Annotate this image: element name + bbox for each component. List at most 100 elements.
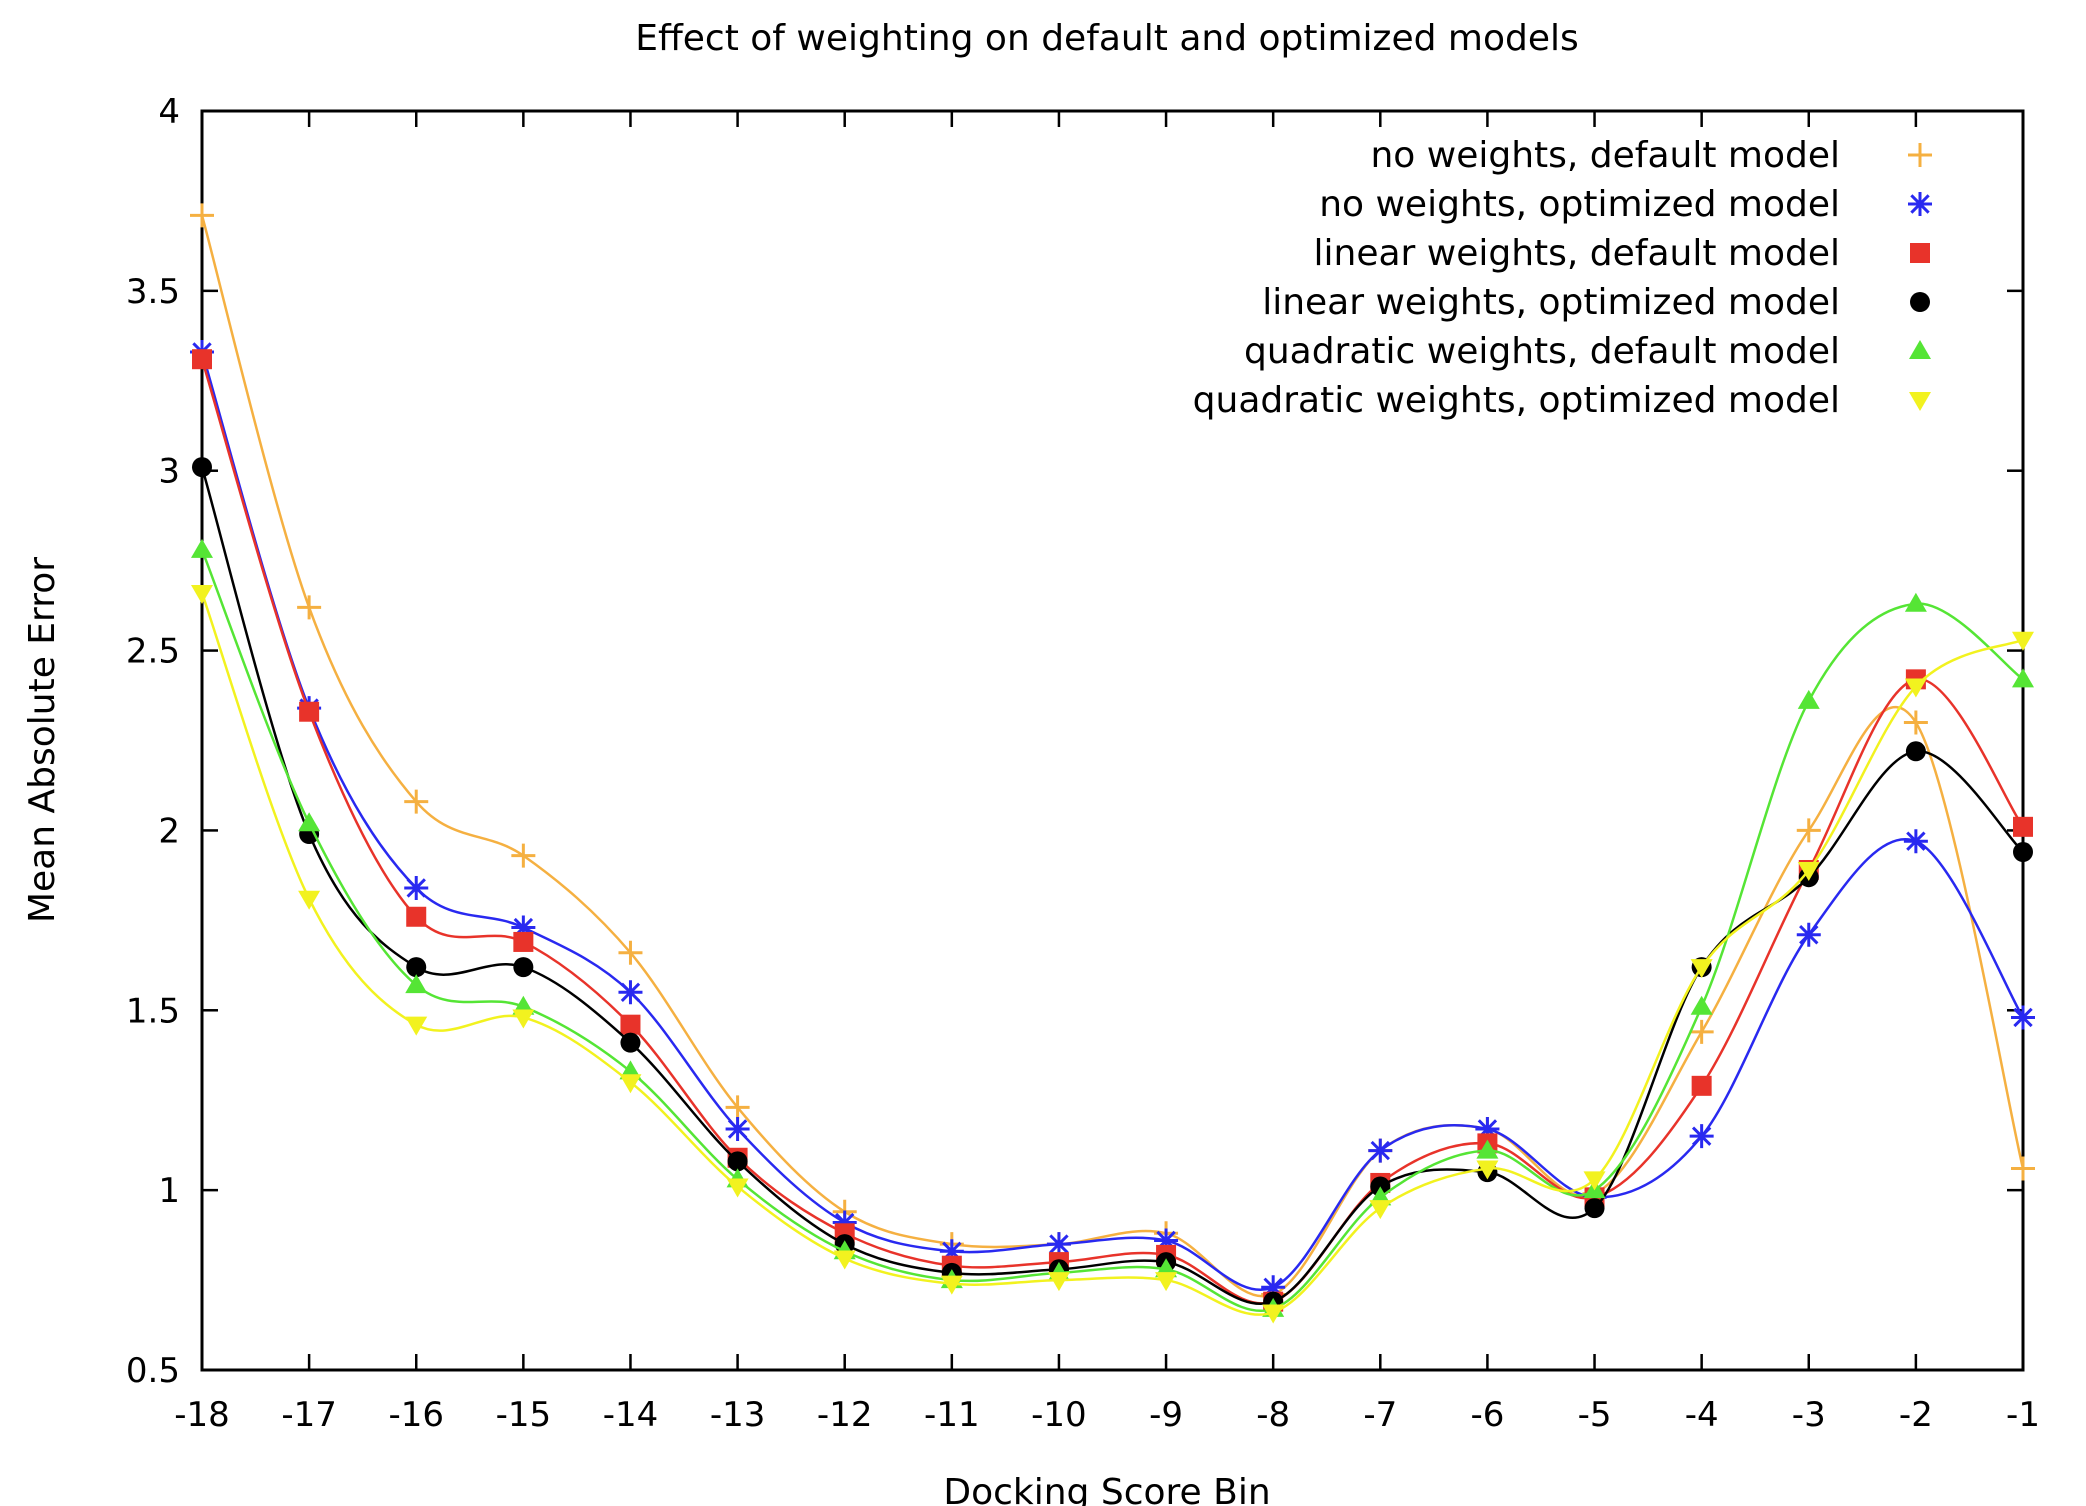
x-tick-label: -13 [710, 1395, 766, 1435]
y-tick-label: 1 [158, 1171, 180, 1211]
series-4 [191, 538, 2034, 1317]
data-point [939, 1239, 964, 1264]
data-point [833, 1250, 856, 1270]
legend-marker [1909, 340, 1931, 359]
y-tick-label: 3.5 [126, 272, 180, 312]
data-point [725, 1095, 750, 1120]
data-point [832, 1210, 857, 1235]
data-point [618, 940, 643, 965]
y-axis-ticks: 0.5 1 1.5 2 2.5 3 3.5 4 [126, 92, 2023, 1391]
data-point [511, 915, 536, 940]
data-point [1689, 1124, 1714, 1149]
data-point [1046, 1232, 1071, 1257]
series-1 [190, 340, 2035, 1300]
data-point [1905, 741, 1926, 762]
data-point [1476, 1139, 1499, 1159]
x-tick-label: -9 [1149, 1395, 1183, 1435]
legend-marker [1910, 243, 1930, 263]
data-point [192, 457, 212, 478]
x-tick-label: -16 [388, 1395, 444, 1435]
y-tick-label: 2.5 [126, 632, 180, 672]
data-point [1796, 818, 1821, 843]
data-point [2013, 816, 2033, 837]
data-point [404, 875, 429, 900]
data-point [191, 585, 213, 605]
data-point [1261, 1275, 1286, 1300]
data-point [406, 906, 427, 927]
series-5 [191, 585, 2034, 1324]
data-point [620, 1032, 641, 1053]
data-point [1689, 1019, 1714, 1044]
x-tick-label: -4 [1685, 1395, 1719, 1435]
x-axis-label: Docking Score Bin [943, 1472, 1270, 1506]
data-point [1690, 959, 1713, 979]
data-point [2011, 1005, 2035, 1030]
data-point [1797, 861, 1820, 881]
series-layer [190, 203, 2035, 1324]
data-point [2012, 668, 2034, 688]
data-point [618, 980, 643, 1005]
legend-marker [1910, 292, 1930, 312]
data-point [513, 931, 534, 952]
x-tick-label: -15 [496, 1395, 552, 1435]
y-tick-label: 0.5 [126, 1351, 180, 1391]
plot-area [200, 109, 2025, 1372]
series-line [200, 351, 2025, 1291]
data-point [513, 957, 534, 978]
data-point [406, 957, 427, 978]
legend-label: quadratic weights, optimized model [1193, 380, 1840, 421]
x-tick-label: -14 [603, 1395, 659, 1435]
x-tick-label: -18 [174, 1395, 230, 1435]
x-tick-label: -5 [1578, 1395, 1612, 1435]
data-point [620, 1014, 641, 1035]
data-point [1262, 1304, 1285, 1324]
legend-marker [1908, 143, 1932, 167]
legend-label: no weights, optimized model [1319, 184, 1840, 225]
legend-label: linear weights, optimized model [1262, 282, 1840, 323]
legend-marker [1909, 392, 1931, 411]
data-point [1583, 1171, 1606, 1191]
data-point [298, 890, 321, 910]
legend-label: quadratic weights, default model [1244, 331, 1840, 372]
series-2 [192, 349, 2033, 1312]
data-point [1047, 1272, 1070, 1292]
data-point [1903, 710, 1928, 735]
data-point [1691, 1075, 1712, 1096]
x-tick-label: -8 [1256, 1395, 1290, 1435]
data-point [298, 812, 321, 832]
data-point [192, 349, 212, 370]
data-point [1904, 678, 1927, 698]
x-tick-label: -3 [1792, 1395, 1826, 1435]
data-point [619, 1074, 642, 1094]
legend: no weights, default model no weights, opt… [1193, 135, 1932, 421]
data-point [511, 843, 536, 868]
data-point [940, 1275, 963, 1295]
series-line [200, 214, 2025, 1298]
data-point [727, 1151, 748, 1172]
chart-title: Effect of weighting on default and optim… [635, 18, 1579, 59]
data-point [297, 595, 322, 620]
data-point [1796, 922, 1821, 947]
series-line [200, 592, 2024, 1316]
plot-frame [200, 109, 2025, 1372]
y-tick-label: 1.5 [126, 991, 180, 1031]
x-tick-label: -17 [281, 1395, 337, 1435]
data-point [1475, 1116, 1500, 1141]
y-axis-label: Mean Absolute Error [22, 557, 63, 923]
data-point [1797, 689, 1820, 709]
data-point [725, 1116, 750, 1141]
data-point [405, 974, 428, 994]
data-point [1368, 1138, 1393, 1163]
data-point [1904, 592, 1927, 612]
x-tick-label: -1 [2006, 1395, 2040, 1435]
data-point [299, 701, 320, 722]
legend-label: no weights, default model [1370, 135, 1840, 176]
data-point [1476, 1160, 1499, 1180]
y-tick-label: 2 [158, 811, 180, 851]
series-3 [192, 457, 2033, 1312]
data-point [405, 1016, 428, 1036]
data-point [2012, 631, 2034, 651]
data-point [1903, 829, 1928, 854]
data-point [1369, 1200, 1392, 1220]
